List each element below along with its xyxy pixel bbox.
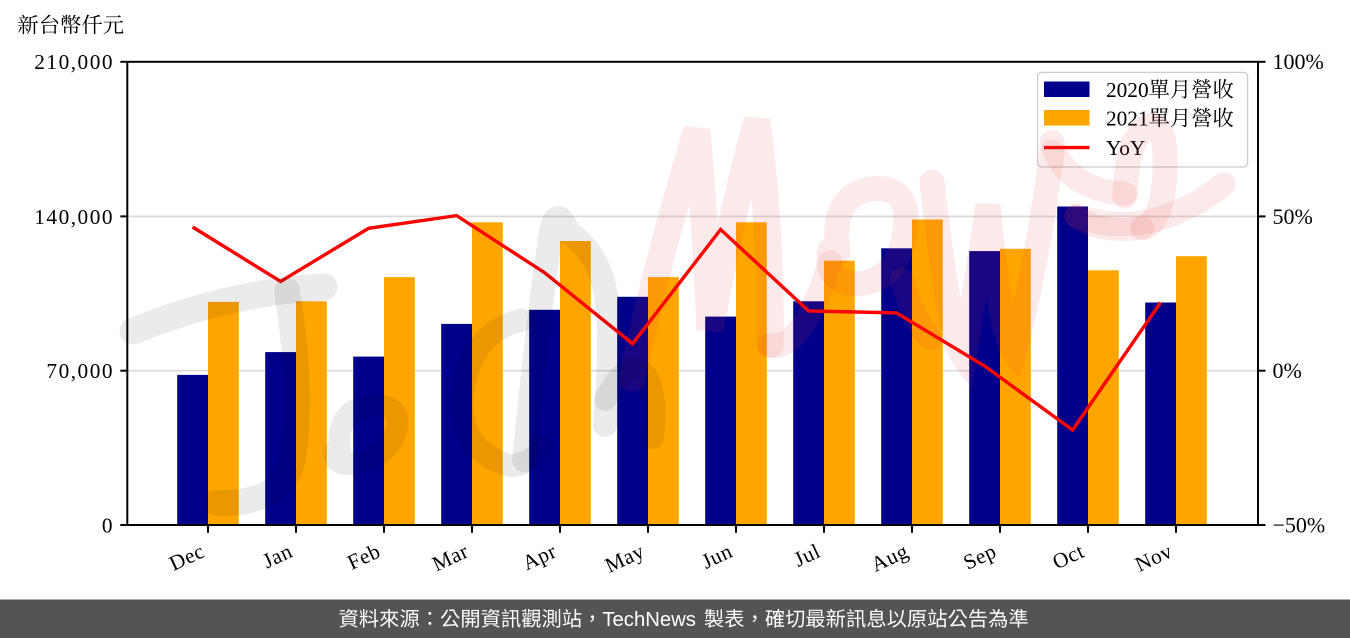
svg-text:2021: 2021	[1106, 107, 1149, 131]
svg-text:70,000: 70,000	[46, 359, 114, 383]
svg-text:50%: 50%	[1273, 204, 1313, 229]
svg-text:2020: 2020	[1106, 78, 1149, 102]
svg-text:100%: 100%	[1273, 49, 1324, 74]
svg-text:0%: 0%	[1273, 358, 1302, 383]
svg-text:0: 0	[102, 513, 114, 537]
svg-text:TechNews: TechNews	[602, 609, 696, 631]
svg-text:210,000: 210,000	[34, 50, 114, 74]
svg-text:YoY: YoY	[1106, 136, 1145, 160]
svg-text:−50%: −50%	[1273, 512, 1326, 537]
svg-text:140,000: 140,000	[34, 205, 114, 229]
